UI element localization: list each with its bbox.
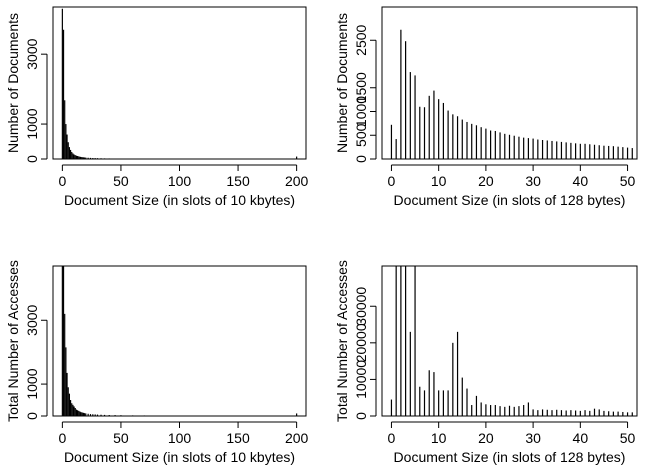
x-tick-label: 20 bbox=[478, 173, 494, 189]
x-axis: 0 10 20 30 40 50 bbox=[388, 421, 636, 446]
y-tick-label: 2500 bbox=[353, 24, 369, 55]
x-tick-label: 50 bbox=[113, 173, 129, 189]
y-tick-label: 1000 bbox=[24, 368, 40, 399]
y-axis: 0 1000 3000 bbox=[24, 304, 48, 420]
y-axis-label: Number of Documents bbox=[5, 13, 21, 153]
x-axis-label: Document Size (in slots of 128 bytes) bbox=[394, 449, 626, 465]
y-axis-label: Total Number of Accesses bbox=[5, 260, 21, 422]
x-tick-label: 10 bbox=[431, 173, 447, 189]
x-axis: 0 50 100 150 200 bbox=[58, 421, 309, 446]
x-tick-label: 50 bbox=[113, 430, 129, 446]
x-tick-label: 150 bbox=[226, 173, 250, 189]
y-tick-label: 1000 bbox=[24, 108, 40, 139]
y-tick-label: 0 bbox=[24, 412, 40, 420]
x-tick-label: 50 bbox=[620, 173, 636, 189]
x-tick-label: 0 bbox=[58, 430, 66, 446]
x-tick-label: 0 bbox=[388, 430, 396, 446]
x-tick-label: 100 bbox=[168, 430, 192, 446]
x-axis-label: Document Size (in slots of 128 bytes) bbox=[394, 192, 626, 208]
x-tick-label: 200 bbox=[285, 173, 309, 189]
x-tick-label: 100 bbox=[168, 173, 192, 189]
plot-frame bbox=[381, 6, 638, 160]
x-tick-label: 0 bbox=[58, 173, 66, 189]
y-tick-label: 0 bbox=[24, 155, 40, 163]
y-tick-label: 1500 bbox=[353, 72, 369, 103]
x-tick-label: 50 bbox=[620, 430, 636, 446]
y-axis: 0 1000 3000 bbox=[24, 38, 48, 163]
chart-panel-3: 0 50 100 150 200 Document Size (in slots of 1… bbox=[5, 260, 309, 465]
y-tick-label: 0 bbox=[353, 412, 369, 420]
x-tick-label: 40 bbox=[573, 173, 589, 189]
y-tick-label: 10000 bbox=[353, 360, 369, 399]
y-tick-label: 30000 bbox=[353, 287, 369, 326]
chart-panel-2: 0 10 20 30 40 50 Document Size (in slots of 12… bbox=[334, 6, 638, 208]
x-tick-label: 30 bbox=[525, 173, 541, 189]
x-tick-label: 0 bbox=[388, 173, 396, 189]
x-axis: 0 50 100 150 200 bbox=[58, 164, 309, 189]
x-tick-label: 150 bbox=[226, 430, 250, 446]
y-tick-label: 3000 bbox=[24, 38, 40, 69]
y-tick-label: 3000 bbox=[24, 304, 40, 335]
chart-panel-1: 0 50 100 150 200 Document Size (in slots of 1… bbox=[5, 6, 309, 208]
y-axis-label: Total Number of Accesses bbox=[334, 260, 350, 422]
plot-frame bbox=[52, 265, 307, 417]
y-axis-label: Number of Documents bbox=[334, 13, 350, 153]
y-tick-label: 1000 bbox=[353, 96, 369, 127]
plot-frame bbox=[52, 6, 307, 160]
x-axis-label: Document Size (in slots of 10 kbytes) bbox=[64, 449, 295, 465]
x-tick-label: 20 bbox=[478, 430, 494, 446]
y-tick-label: 20000 bbox=[353, 323, 369, 362]
x-axis-label: Document Size (in slots of 10 kbytes) bbox=[64, 192, 295, 208]
plot-frame bbox=[381, 265, 638, 417]
y-tick-label: 500 bbox=[353, 123, 369, 147]
x-axis: 0 10 20 30 40 50 bbox=[388, 164, 636, 189]
x-tick-label: 40 bbox=[573, 430, 589, 446]
x-tick-label: 10 bbox=[431, 430, 447, 446]
y-tick-label: 0 bbox=[353, 155, 369, 163]
chart-panel-4: 0 10 20 30 40 50 Document Size (in slots of 12… bbox=[334, 260, 638, 465]
x-tick-label: 30 bbox=[525, 430, 541, 446]
x-tick-label: 200 bbox=[285, 430, 309, 446]
